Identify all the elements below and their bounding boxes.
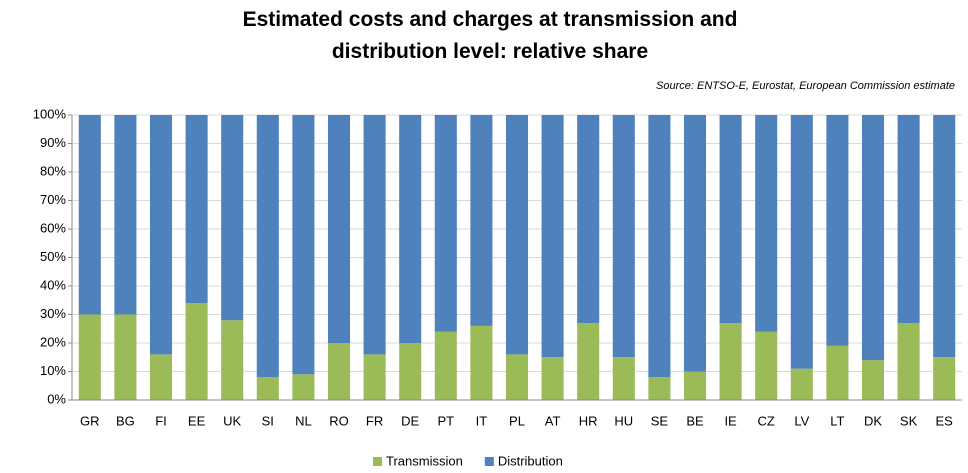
y-tick-label: 90% [40, 135, 66, 150]
y-tick-label: 70% [40, 192, 66, 207]
x-tick-label: DK [864, 413, 882, 428]
x-tick-label: PL [509, 413, 525, 428]
x-tick-label: EE [188, 413, 206, 428]
bar-segment [897, 323, 920, 400]
bar-segment [185, 303, 208, 400]
bar-segment [790, 115, 813, 369]
bar-segment [541, 115, 564, 358]
bar-segment [612, 357, 635, 400]
bar-segment [612, 115, 635, 358]
bar-segment [363, 115, 386, 355]
x-tick-label: BG [116, 413, 135, 428]
bar-segment [327, 115, 351, 343]
bar-segment [897, 115, 920, 324]
bar-segment [719, 115, 742, 324]
bar-segment [149, 115, 173, 355]
bar-segment [256, 115, 279, 378]
y-tick-label: 10% [40, 363, 66, 378]
x-tick-label: UK [223, 413, 241, 428]
y-tick-label: 40% [40, 277, 66, 292]
x-tick-label: SK [900, 413, 918, 428]
bar-segment [185, 115, 208, 304]
legend-swatch [484, 457, 494, 466]
bar-segment [790, 368, 813, 400]
bar-segment [114, 314, 137, 400]
bar-segment [933, 357, 956, 400]
x-tick-label: IT [476, 413, 488, 428]
x-tick-label: HU [614, 413, 633, 428]
x-tick-label: BE [686, 413, 704, 428]
x-tick-label: ES [936, 413, 954, 428]
bar-segment [434, 115, 457, 332]
bar-segment [826, 115, 849, 346]
bar-segment [577, 323, 600, 400]
bar-segment [292, 115, 315, 375]
bar-segment [933, 115, 956, 358]
x-tick-label: GR [80, 413, 100, 428]
y-tick-label: 30% [40, 306, 66, 321]
x-tick-label: SI [262, 413, 274, 428]
bar-segment [399, 343, 422, 400]
bar-segment [505, 115, 529, 355]
legend-label: Transmission [386, 453, 463, 468]
chart-title: Estimated costs and charges at transmiss… [242, 8, 738, 63]
bar-segment [683, 115, 707, 372]
x-tick-label: CZ [758, 413, 775, 428]
bar-segment [78, 314, 101, 400]
x-tick-label: FR [366, 413, 383, 428]
legend-swatch [373, 457, 382, 466]
legend-label: Distribution [498, 453, 563, 468]
bar-segment [434, 331, 457, 400]
x-tick-label: SE [651, 413, 669, 428]
source: Source: ENTSO-E, Eurostat, European Comm… [656, 80, 955, 92]
x-tick-label: LT [830, 413, 844, 428]
bar-segment [719, 323, 742, 400]
bar-segment [826, 345, 849, 400]
x-tick-label: HR [579, 413, 598, 428]
bar-segment [470, 115, 493, 326]
x-tick-label: FI [155, 413, 167, 428]
bar-segment [149, 354, 173, 400]
bar-segment [363, 354, 386, 400]
x-tick-label: NL [295, 413, 312, 428]
y-tick-label: 20% [40, 334, 66, 349]
x-tick-label: LV [794, 413, 809, 428]
bar-segment [470, 325, 493, 400]
bar-segment [683, 371, 707, 400]
x-tick-label: AT [545, 413, 561, 428]
bar-segment [256, 377, 279, 400]
x-tick-label: IE [724, 413, 737, 428]
bar-segment [221, 115, 244, 321]
bar-segment [399, 115, 422, 343]
x-tick-label: PT [437, 413, 454, 428]
y-tick-label: 80% [40, 163, 66, 178]
bar-segment [221, 320, 244, 400]
bar-segment [78, 115, 101, 315]
bar-segment [861, 115, 885, 361]
bar-segment [327, 343, 351, 400]
bar-segment [292, 374, 315, 400]
y-tick-label: 60% [40, 220, 66, 235]
x-tick-label: RO [329, 413, 349, 428]
bar-segment [648, 377, 671, 400]
y-tick-label: 50% [40, 249, 66, 264]
bar-segment [541, 357, 564, 400]
bar-segment [755, 115, 778, 332]
bar-segment [505, 354, 529, 400]
bar-segment [861, 360, 885, 400]
x-tick-label: DE [401, 413, 419, 428]
bar-segment [577, 115, 600, 324]
bar-segment [755, 331, 778, 400]
bar-segment [114, 115, 137, 315]
bar-segment [648, 115, 671, 378]
y-tick-label: 100% [33, 106, 67, 121]
y-tick-label: 0% [47, 391, 66, 406]
